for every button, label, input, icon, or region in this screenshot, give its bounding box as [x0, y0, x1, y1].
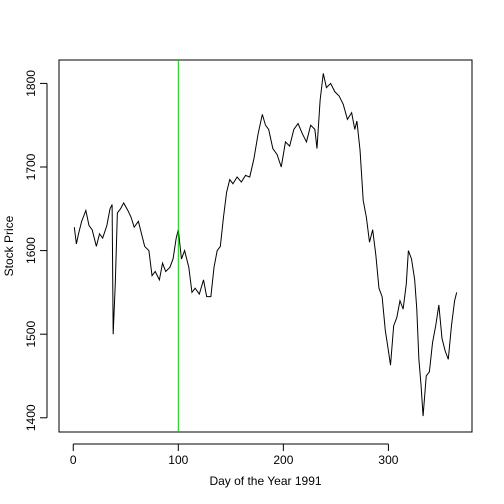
x-tick-label: 0 — [70, 453, 77, 467]
x-tick-label: 100 — [168, 453, 188, 467]
y-axis-label: Stock Price — [2, 215, 16, 276]
plot-frame — [58, 59, 473, 433]
y-tick-label: 1400 — [24, 404, 38, 431]
x-tick-label: 200 — [273, 453, 293, 467]
y-tick-label: 1600 — [24, 237, 38, 264]
y-tick-label: 1500 — [24, 321, 38, 348]
y-tick-label: 1700 — [24, 153, 38, 180]
x-axis-label: Day of the Year 1991 — [209, 474, 321, 488]
x-tick-label: 300 — [378, 453, 398, 467]
y-tick-label: 1800 — [24, 70, 38, 97]
price-line — [73, 73, 458, 417]
